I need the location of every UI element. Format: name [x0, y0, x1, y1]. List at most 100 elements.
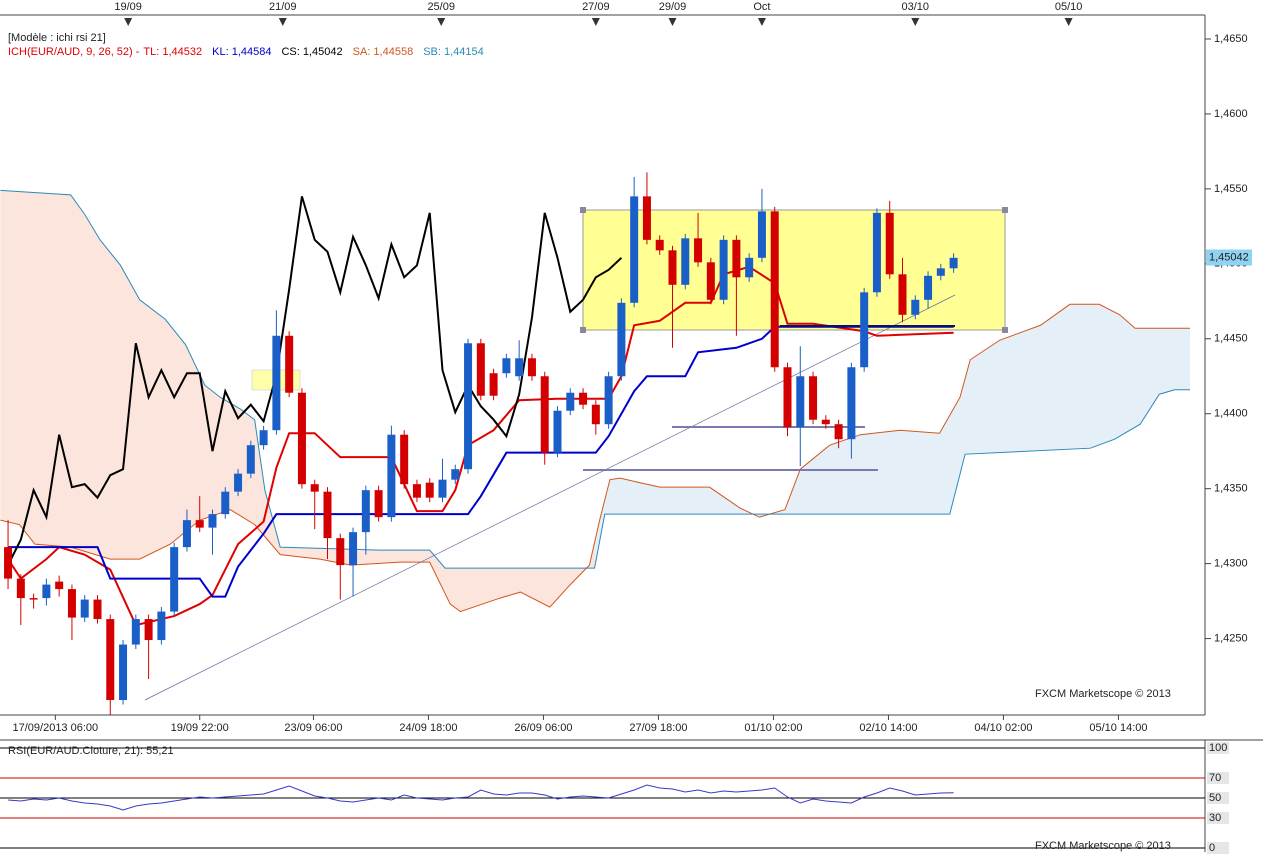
candle-body [272, 335, 281, 431]
candle-body [591, 404, 600, 425]
candles [4, 172, 958, 715]
indicator-label: ICH(EUR/AUD, 9, 26, 52) - [8, 46, 140, 58]
candle-body [93, 599, 102, 620]
main-plot [0, 172, 1191, 715]
candle-body [783, 367, 792, 428]
last-price-box [1206, 249, 1252, 266]
x-top-tick-label: 03/10 [902, 1, 930, 13]
level-label-box [1207, 792, 1229, 804]
candle-body [182, 520, 191, 548]
candle-body [476, 343, 485, 396]
indicator-line [0, 303, 1190, 613]
y-tick-label: 100 [1209, 742, 1227, 754]
candle-body [694, 238, 703, 263]
last-price-label: 1,45042 [1209, 251, 1249, 263]
x-top-tick-label: 29/09 [659, 1, 687, 13]
y-tick-label: 50 [1209, 792, 1221, 804]
candle-body [80, 599, 89, 618]
candle-body [131, 619, 140, 645]
candle-body [106, 619, 115, 701]
y-tick-label: 1,4600 [1214, 108, 1248, 120]
candle-body [387, 434, 396, 518]
indicator-line [7, 196, 623, 566]
candle-body [936, 268, 945, 276]
candle-body [195, 520, 204, 528]
candle-body [438, 479, 447, 498]
candle-body [770, 211, 779, 368]
handle [580, 207, 586, 213]
candle-body [55, 581, 64, 590]
y-tick-label: 1,4400 [1214, 408, 1248, 420]
candle-body [834, 424, 843, 440]
candle-body [4, 547, 13, 579]
candle-body [67, 589, 76, 618]
candle-body [16, 578, 25, 599]
x-tick-label: 05/10 14:00 [1089, 722, 1147, 734]
candle-body [681, 238, 690, 285]
y-tick-label: 1,4450 [1214, 333, 1248, 345]
x-tick-label: 27/09 18:00 [629, 722, 687, 734]
candle-body [540, 376, 549, 453]
candle-body [872, 212, 881, 293]
x-tick-label: 02/10 14:00 [859, 722, 917, 734]
y-tick-label: 30 [1209, 812, 1221, 824]
candle-body [579, 392, 588, 405]
x-tick-label: 19/09 22:00 [171, 722, 229, 734]
x-top-tick-label: 25/09 [427, 1, 455, 13]
candle-body [757, 211, 766, 258]
cloud-layer [0, 189, 1191, 613]
candle-body [911, 299, 920, 315]
x-top-tick [757, 18, 766, 26]
x-top-tick-label: 05/10 [1055, 1, 1083, 13]
candle-body [617, 302, 626, 377]
candle-body [502, 358, 511, 374]
level-label-box [1207, 812, 1229, 824]
candle-body [42, 584, 51, 599]
candle-body [809, 376, 818, 420]
rsi-title: RSI(EUR/AUD.Cloture, 21): 55,21 [8, 745, 174, 757]
candle-body [732, 239, 741, 278]
legend-entry: KL: 1,44584 [212, 46, 271, 58]
candle-body [374, 490, 383, 518]
candle-body [425, 482, 434, 498]
x-top-tick [437, 18, 446, 26]
candle-body [349, 532, 358, 566]
candle-body [157, 611, 166, 641]
x-top-tick [668, 18, 677, 26]
y-tick-label: 1,4250 [1214, 632, 1248, 644]
level-label-box [1207, 742, 1229, 754]
candle-body [170, 547, 179, 612]
y-tick-label: 1,4350 [1214, 483, 1248, 495]
rsi-plot [0, 747, 1205, 849]
candle-body [706, 262, 715, 300]
candle-body [885, 212, 894, 275]
legend-entry: TL: 1,44532 [143, 46, 202, 58]
candle-body [246, 445, 255, 474]
legend-entry: SB: 1,44154 [423, 46, 484, 58]
candle-body [361, 490, 370, 533]
candle-body [898, 274, 907, 315]
candle-body [29, 598, 38, 600]
candle-body [412, 484, 421, 498]
indicator-line [0, 189, 1190, 569]
handle [580, 327, 586, 333]
trend-line [144, 294, 956, 701]
candle-body [796, 376, 805, 428]
watermark: FXCM Marketscope © 2013 [1035, 688, 1171, 700]
candle-body [400, 434, 409, 485]
candle-body [208, 514, 217, 528]
x-top-tick-label: Oct [753, 1, 770, 13]
y-tick-label: 1,4300 [1214, 558, 1248, 570]
x-tick-label: 23/09 06:00 [284, 722, 342, 734]
x-top-tick-label: 21/09 [269, 1, 297, 13]
template-label: [Modèle : ichi rsi 21] [8, 32, 106, 44]
candle-body [451, 469, 460, 480]
watermark: FXCM Marketscope © 2013 [1035, 840, 1171, 852]
candle-body [119, 644, 128, 701]
legend-entry: CS: 1,45042 [281, 46, 342, 58]
level-label-box [1207, 772, 1229, 784]
candle-body [566, 392, 575, 411]
candle-body [949, 257, 958, 269]
highlight-box [582, 209, 1006, 331]
